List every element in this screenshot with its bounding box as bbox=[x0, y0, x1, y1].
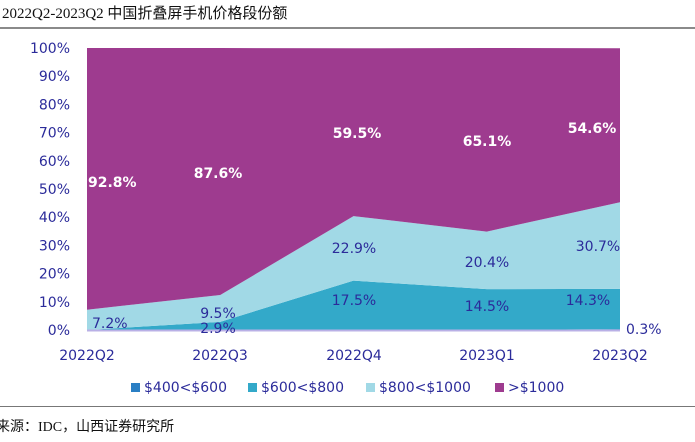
y-tick-label: 10% bbox=[39, 295, 70, 311]
x-tick-label: 2023Q2 bbox=[592, 348, 648, 364]
data-label: 17.5% bbox=[332, 293, 376, 309]
legend-item: >$1000 bbox=[495, 380, 564, 396]
x-tick-label: 2023Q1 bbox=[459, 348, 515, 364]
y-tick-label: 30% bbox=[39, 238, 70, 254]
top-divider bbox=[0, 27, 695, 29]
x-tick-label: 2022Q2 bbox=[59, 348, 115, 364]
y-tick-label: 60% bbox=[39, 154, 70, 170]
data-label: 92.8% bbox=[88, 175, 137, 191]
source-note: 来源：IDC，山西证券研究所 bbox=[0, 420, 175, 435]
legend-swatch bbox=[248, 383, 257, 392]
y-tick-label: 40% bbox=[39, 210, 70, 226]
y-tick-label: 70% bbox=[39, 126, 70, 142]
area-layer bbox=[87, 48, 620, 332]
legend-swatch bbox=[366, 383, 375, 392]
data-label: 65.1% bbox=[463, 134, 512, 150]
y-axis: 0% 10% 20% 30% 40% 50% 60% 70% 80% 90% 100% bbox=[30, 41, 70, 339]
data-label: 20.4% bbox=[465, 255, 509, 271]
area-800-1000 bbox=[87, 202, 620, 330]
data-label: 7.2% bbox=[92, 316, 128, 332]
y-tick-label: 20% bbox=[39, 267, 70, 283]
area-600-800 bbox=[87, 280, 620, 330]
legend-label: $400<$600 bbox=[144, 380, 227, 396]
chart-title: 2022Q2-2023Q2 中国折叠屏手机价格段份额 bbox=[2, 6, 288, 22]
data-label: 0.3% bbox=[626, 322, 662, 338]
data-label: 14.5% bbox=[465, 299, 509, 315]
legend-label: $600<$800 bbox=[261, 380, 344, 396]
data-label: 14.3% bbox=[566, 293, 610, 309]
y-tick-label: 0% bbox=[48, 323, 70, 339]
x-axis: 2022Q2 2022Q3 2022Q4 2023Q1 2023Q2 bbox=[59, 348, 648, 364]
legend-label: $800<$1000 bbox=[379, 380, 471, 396]
y-tick-label: 90% bbox=[39, 69, 70, 85]
data-label: 30.7% bbox=[576, 239, 620, 255]
data-label: 22.9% bbox=[332, 241, 376, 257]
data-label: 2.9% bbox=[200, 321, 236, 337]
data-label: 54.6% bbox=[568, 121, 617, 137]
y-tick-label: 50% bbox=[39, 182, 70, 198]
legend-item: $600<$800 bbox=[248, 380, 344, 396]
legend: $400<$600 $600<$800 $800<$1000 >$1000 bbox=[131, 380, 564, 396]
y-tick-label: 80% bbox=[39, 97, 70, 113]
legend-item: $400<$600 bbox=[131, 380, 227, 396]
bottom-divider bbox=[0, 406, 695, 407]
data-label: 9.5% bbox=[200, 306, 236, 322]
x-tick-label: 2022Q4 bbox=[326, 348, 382, 364]
data-label: 59.5% bbox=[333, 126, 382, 142]
legend-label: >$1000 bbox=[508, 380, 564, 396]
data-label-layer: 0.3% 2.9% 17.5% 14.5% 14.3% 7.2% 9.5% 22.9% 20.4… bbox=[88, 121, 662, 338]
data-label: 87.6% bbox=[194, 166, 243, 182]
legend-swatch bbox=[495, 383, 504, 392]
area-1000 bbox=[87, 48, 620, 310]
y-tick-label: 100% bbox=[30, 41, 70, 57]
legend-item: $800<$1000 bbox=[366, 380, 471, 396]
legend-swatch bbox=[131, 383, 140, 392]
x-tick-label: 2022Q3 bbox=[192, 348, 248, 364]
